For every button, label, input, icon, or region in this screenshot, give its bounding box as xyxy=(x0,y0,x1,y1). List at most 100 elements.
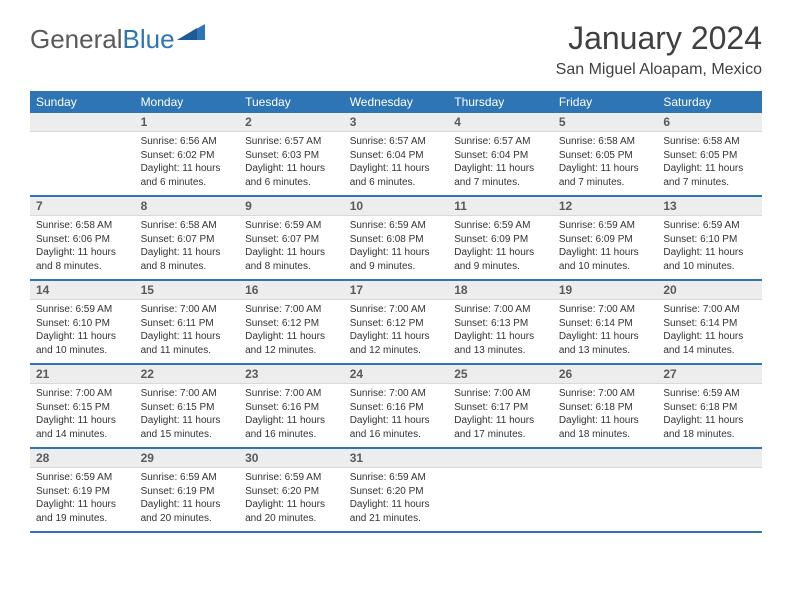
day-content-cell: Sunrise: 7:00 AMSunset: 6:15 PMDaylight:… xyxy=(135,384,240,449)
day-number-cell: 11 xyxy=(448,196,553,216)
day-info-line: and 14 minutes. xyxy=(663,344,756,358)
day-info-line: Daylight: 11 hours xyxy=(454,246,547,260)
day-header: Sunday xyxy=(30,91,135,113)
day-info-line: and 16 minutes. xyxy=(350,428,443,442)
calendar-header-row: Sunday Monday Tuesday Wednesday Thursday… xyxy=(30,91,762,113)
day-header: Friday xyxy=(553,91,658,113)
day-number-cell: 1 xyxy=(135,113,240,132)
day-number-row: 21222324252627 xyxy=(30,364,762,384)
day-content-cell: Sunrise: 7:00 AMSunset: 6:17 PMDaylight:… xyxy=(448,384,553,449)
day-info-line: Sunrise: 6:59 AM xyxy=(350,471,443,485)
day-number-cell: 19 xyxy=(553,280,658,300)
day-info-line: and 20 minutes. xyxy=(245,512,338,526)
day-info-line: Daylight: 11 hours xyxy=(141,162,234,176)
day-info-line: and 8 minutes. xyxy=(141,260,234,274)
day-info-line: Sunrise: 6:59 AM xyxy=(559,219,652,233)
day-info-line: Sunrise: 6:58 AM xyxy=(559,135,652,149)
day-info-line: Sunset: 6:04 PM xyxy=(454,149,547,163)
day-number-cell: 20 xyxy=(657,280,762,300)
day-info-line: Sunrise: 6:59 AM xyxy=(663,219,756,233)
day-info-line: and 6 minutes. xyxy=(141,176,234,190)
day-number-cell: 13 xyxy=(657,196,762,216)
day-number-cell xyxy=(553,448,658,468)
day-info-line: and 11 minutes. xyxy=(141,344,234,358)
day-info-line: Sunset: 6:05 PM xyxy=(663,149,756,163)
day-number-cell: 28 xyxy=(30,448,135,468)
day-info-line: Sunset: 6:10 PM xyxy=(36,317,129,331)
day-info-line: Sunrise: 6:59 AM xyxy=(36,471,129,485)
day-number-cell: 26 xyxy=(553,364,658,384)
day-number-cell: 3 xyxy=(344,113,449,132)
day-info-line: Sunrise: 6:57 AM xyxy=(350,135,443,149)
day-content-cell: Sunrise: 6:57 AMSunset: 6:04 PMDaylight:… xyxy=(448,132,553,197)
day-content-cell: Sunrise: 6:59 AMSunset: 6:20 PMDaylight:… xyxy=(344,468,449,533)
day-info-line: Daylight: 11 hours xyxy=(559,414,652,428)
day-info-line: Sunrise: 7:00 AM xyxy=(36,387,129,401)
day-header: Thursday xyxy=(448,91,553,113)
day-content-row: Sunrise: 6:59 AMSunset: 6:19 PMDaylight:… xyxy=(30,468,762,533)
day-content-cell: Sunrise: 6:57 AMSunset: 6:04 PMDaylight:… xyxy=(344,132,449,197)
logo-text-gray: General xyxy=(30,24,123,54)
day-info-line: Daylight: 11 hours xyxy=(245,498,338,512)
day-info-line: Daylight: 11 hours xyxy=(36,330,129,344)
day-header: Tuesday xyxy=(239,91,344,113)
day-info-line: Sunset: 6:07 PM xyxy=(141,233,234,247)
day-info-line: and 12 minutes. xyxy=(245,344,338,358)
day-number-cell: 18 xyxy=(448,280,553,300)
day-content-cell: Sunrise: 7:00 AMSunset: 6:16 PMDaylight:… xyxy=(239,384,344,449)
day-content-row: Sunrise: 7:00 AMSunset: 6:15 PMDaylight:… xyxy=(30,384,762,449)
day-content-cell: Sunrise: 6:59 AMSunset: 6:10 PMDaylight:… xyxy=(657,216,762,281)
day-info-line: Sunrise: 6:59 AM xyxy=(36,303,129,317)
day-info-line: Sunrise: 7:00 AM xyxy=(454,387,547,401)
day-content-cell: Sunrise: 6:59 AMSunset: 6:09 PMDaylight:… xyxy=(553,216,658,281)
day-info-line: and 10 minutes. xyxy=(36,344,129,358)
day-content-cell: Sunrise: 7:00 AMSunset: 6:11 PMDaylight:… xyxy=(135,300,240,365)
day-content-cell: Sunrise: 6:56 AMSunset: 6:02 PMDaylight:… xyxy=(135,132,240,197)
day-info-line: Daylight: 11 hours xyxy=(141,330,234,344)
day-info-line: Sunrise: 6:58 AM xyxy=(36,219,129,233)
day-number-cell: 7 xyxy=(30,196,135,216)
calendar-body: 123456Sunrise: 6:56 AMSunset: 6:02 PMDay… xyxy=(30,113,762,532)
day-info-line: Sunrise: 7:00 AM xyxy=(663,303,756,317)
day-info-line: Sunset: 6:16 PM xyxy=(245,401,338,415)
day-content-cell: Sunrise: 6:59 AMSunset: 6:07 PMDaylight:… xyxy=(239,216,344,281)
day-number-cell: 9 xyxy=(239,196,344,216)
day-info-line: and 7 minutes. xyxy=(559,176,652,190)
day-content-cell: Sunrise: 7:00 AMSunset: 6:16 PMDaylight:… xyxy=(344,384,449,449)
day-info-line: Sunrise: 7:00 AM xyxy=(559,303,652,317)
day-info-line: Sunset: 6:20 PM xyxy=(350,485,443,499)
day-info-line: Sunset: 6:16 PM xyxy=(350,401,443,415)
day-info-line: Daylight: 11 hours xyxy=(141,414,234,428)
day-info-line: Sunset: 6:15 PM xyxy=(36,401,129,415)
day-info-line: and 14 minutes. xyxy=(36,428,129,442)
day-info-line: Daylight: 11 hours xyxy=(663,246,756,260)
day-info-line: Daylight: 11 hours xyxy=(350,498,443,512)
day-info-line: Daylight: 11 hours xyxy=(36,414,129,428)
day-content-row: Sunrise: 6:58 AMSunset: 6:06 PMDaylight:… xyxy=(30,216,762,281)
day-content-cell: Sunrise: 7:00 AMSunset: 6:13 PMDaylight:… xyxy=(448,300,553,365)
day-number-cell: 8 xyxy=(135,196,240,216)
day-info-line: Sunset: 6:19 PM xyxy=(141,485,234,499)
day-number-cell: 12 xyxy=(553,196,658,216)
day-info-line: Daylight: 11 hours xyxy=(141,498,234,512)
day-info-line: Daylight: 11 hours xyxy=(559,162,652,176)
day-info-line: and 6 minutes. xyxy=(350,176,443,190)
day-number-cell: 16 xyxy=(239,280,344,300)
day-info-line: Daylight: 11 hours xyxy=(454,414,547,428)
day-info-line: and 7 minutes. xyxy=(454,176,547,190)
day-info-line: Daylight: 11 hours xyxy=(245,330,338,344)
day-number-cell: 6 xyxy=(657,113,762,132)
day-content-cell: Sunrise: 6:59 AMSunset: 6:09 PMDaylight:… xyxy=(448,216,553,281)
day-info-line: and 12 minutes. xyxy=(350,344,443,358)
day-info-line: Sunset: 6:07 PM xyxy=(245,233,338,247)
day-info-line: Sunrise: 6:58 AM xyxy=(663,135,756,149)
day-number-cell: 17 xyxy=(344,280,449,300)
day-header: Wednesday xyxy=(344,91,449,113)
day-content-cell: Sunrise: 6:59 AMSunset: 6:08 PMDaylight:… xyxy=(344,216,449,281)
day-content-cell: Sunrise: 7:00 AMSunset: 6:15 PMDaylight:… xyxy=(30,384,135,449)
day-info-line: and 6 minutes. xyxy=(245,176,338,190)
day-info-line: Sunrise: 6:59 AM xyxy=(350,219,443,233)
day-content-row: Sunrise: 6:59 AMSunset: 6:10 PMDaylight:… xyxy=(30,300,762,365)
logo-triangle-icon xyxy=(177,22,205,47)
day-number-cell xyxy=(657,448,762,468)
